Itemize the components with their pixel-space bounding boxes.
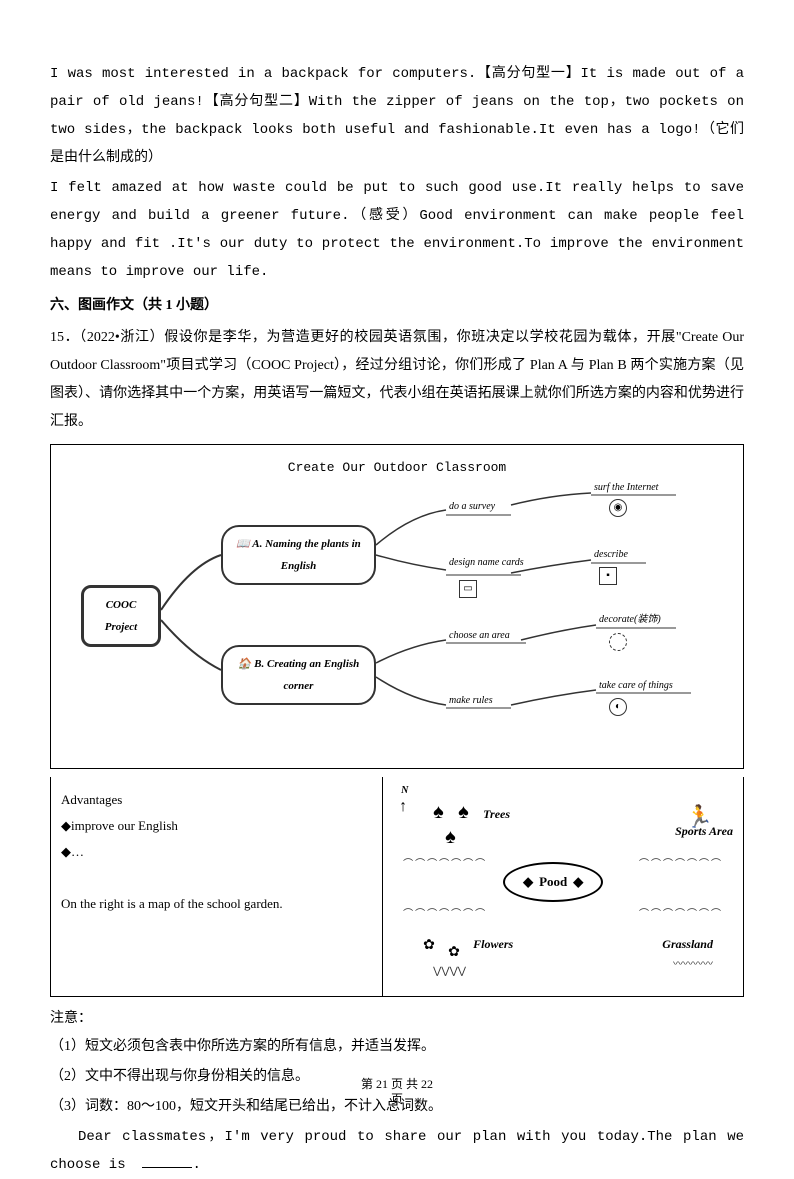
flower-icon-1: ✿ (423, 932, 435, 960)
decorate-icon (609, 633, 627, 651)
flowers-label: Flowers (473, 932, 513, 956)
plan-a-node: 📖 A. Naming the plants in English (221, 525, 376, 585)
leaf-describe: describe (594, 545, 628, 565)
pond-label: Pood (539, 869, 567, 895)
opening-line: Dear classmates，I'm very proud to share … (50, 1123, 744, 1179)
advantage-item-1: ◆improve our English (61, 813, 372, 839)
tree-icon-1: ♠ (433, 792, 444, 832)
leaf-make-rules: make rules (449, 691, 493, 711)
tree-icon-2: ♠ (458, 792, 469, 832)
bottom-decoration: ⋁⋁⋁⋁ (433, 962, 466, 982)
plan-b-icon: 🏠 (238, 658, 254, 670)
leaf-take-care: take care of things (599, 676, 673, 696)
pond-shape: ◆Pood◆ (503, 862, 603, 902)
section-6-title: 六、图画作文（共 1 小题） (50, 292, 744, 320)
leaf-choose-area: choose an area (449, 626, 510, 646)
describe-icon: ▪ (599, 567, 617, 585)
fence-decoration-1: ⌒⌒⌒⌒⌒⌒⌒ (403, 855, 487, 875)
notes-title: 注意： (50, 1005, 744, 1033)
plan-b-node: 🏠 B. Creating an English corner (221, 645, 376, 705)
question-15: 15．（2022•浙江）假设你是李华，为营造更好的校园英语氛围，你班决定以学校花… (50, 324, 744, 436)
root-node: COOC Project (81, 585, 161, 647)
fence-decoration-2: ⌒⌒⌒⌒⌒⌒⌒ (639, 855, 723, 875)
plan-b-label: B. Creating an English corner (254, 658, 359, 692)
surf-icon: ◉ (609, 499, 627, 517)
footer-line-1: 第 21 页 共 22 (361, 1077, 433, 1091)
fence-decoration-3: ⌒⌒⌒⌒⌒⌒⌒ (403, 905, 487, 925)
card-icon: ▭ (459, 580, 477, 598)
leaf-decorate: decorate(装饰) (599, 610, 661, 630)
page-footer: 第 21 页 共 22 页 (0, 1077, 794, 1108)
paragraph-2: I felt amazed at how waste could be put … (50, 174, 744, 286)
blank-line (142, 1154, 192, 1168)
map-column: N ↑ ♠ ♠ ♠ Trees 🏃 Sports Area ⌒⌒⌒⌒⌒⌒⌒ ⌒⌒… (383, 777, 743, 996)
advantages-title: Advantages (61, 787, 372, 813)
north-arrow-icon: ↑ (399, 791, 407, 823)
advantage-item-2: ◆… (61, 839, 372, 865)
diagram-container: Create Our Outdoor Classroom COOC Projec… (50, 444, 744, 769)
paragraph-1: I was most interested in a backpack for … (50, 60, 744, 172)
sports-area-label: Sports Area (675, 819, 733, 843)
grass-decoration: 〰〰〰〰 (673, 955, 713, 975)
trees-label: Trees (483, 802, 510, 826)
plan-a-label: A. Naming the plants in English (252, 538, 361, 572)
grassland-label: Grassland (662, 932, 713, 956)
two-column-box: Advantages ◆improve our English ◆… On th… (50, 777, 744, 997)
tree-icon-3: ♠ (445, 817, 456, 857)
plan-a-icon: 📖 (236, 538, 252, 550)
advantages-column: Advantages ◆improve our English ◆… On th… (51, 777, 383, 996)
footer-line-2: 页 (391, 1092, 403, 1106)
note-1: （1）短文必须包含表中你所选方案的所有信息，并适当发挥。 (50, 1033, 744, 1061)
leaf-do-survey: do a survey (449, 497, 495, 517)
takecare-icon: ◐ (609, 698, 627, 716)
leaf-surf-internet: surf the Internet (594, 478, 658, 498)
fence-decoration-4: ⌒⌒⌒⌒⌒⌒⌒ (639, 905, 723, 925)
map-note: On the right is a map of the school gard… (61, 891, 372, 917)
leaf-design-cards: design name cards (449, 553, 524, 573)
